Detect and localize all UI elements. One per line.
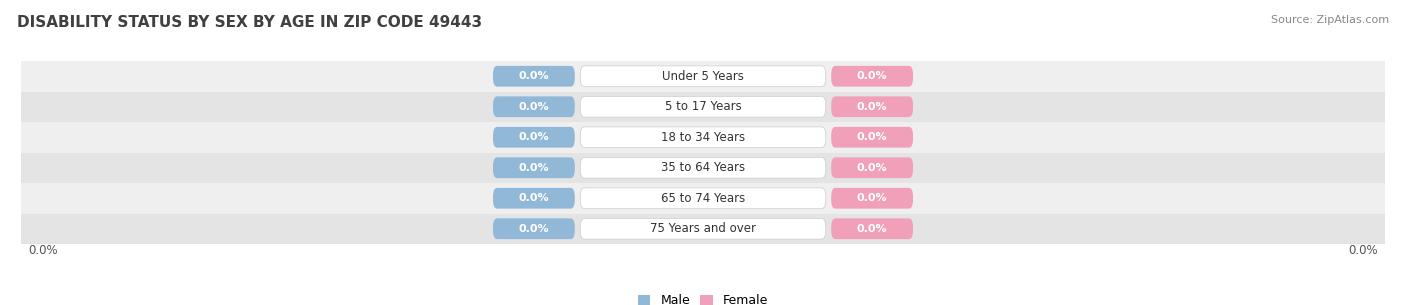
Text: 18 to 34 Years: 18 to 34 Years [661,131,745,144]
Bar [21,183,1385,214]
Text: 0.0%: 0.0% [856,71,887,81]
FancyBboxPatch shape [831,66,912,87]
Text: 35 to 64 Years: 35 to 64 Years [661,161,745,174]
FancyBboxPatch shape [581,127,825,148]
Bar [21,61,1385,92]
Text: DISABILITY STATUS BY SEX BY AGE IN ZIP CODE 49443: DISABILITY STATUS BY SEX BY AGE IN ZIP C… [17,15,482,30]
FancyBboxPatch shape [494,188,575,209]
Text: 5 to 17 Years: 5 to 17 Years [665,100,741,113]
FancyBboxPatch shape [581,66,825,87]
FancyBboxPatch shape [831,96,912,117]
Legend: Male, Female: Male, Female [638,294,768,305]
FancyBboxPatch shape [831,218,912,239]
FancyBboxPatch shape [494,157,575,178]
Bar [21,152,1385,183]
Text: 0.0%: 0.0% [856,193,887,203]
Text: 0.0%: 0.0% [519,224,550,234]
Text: Under 5 Years: Under 5 Years [662,70,744,83]
FancyBboxPatch shape [831,127,912,148]
Text: 0.0%: 0.0% [856,163,887,173]
Text: 0.0%: 0.0% [519,132,550,142]
FancyBboxPatch shape [831,157,912,178]
FancyBboxPatch shape [581,96,825,117]
Text: 0.0%: 0.0% [519,163,550,173]
FancyBboxPatch shape [494,127,575,148]
Text: 0.0%: 0.0% [856,102,887,112]
FancyBboxPatch shape [494,218,575,239]
Text: 0.0%: 0.0% [856,132,887,142]
FancyBboxPatch shape [581,157,825,178]
FancyBboxPatch shape [831,188,912,209]
Text: 0.0%: 0.0% [519,71,550,81]
Text: 0.0%: 0.0% [519,193,550,203]
FancyBboxPatch shape [494,96,575,117]
Bar [21,122,1385,152]
FancyBboxPatch shape [581,218,825,239]
Text: 0.0%: 0.0% [1348,244,1378,257]
Bar [21,214,1385,244]
Text: 65 to 74 Years: 65 to 74 Years [661,192,745,205]
Text: 0.0%: 0.0% [856,224,887,234]
Bar [21,92,1385,122]
Text: Source: ZipAtlas.com: Source: ZipAtlas.com [1271,15,1389,25]
Text: 0.0%: 0.0% [28,244,58,257]
Text: 0.0%: 0.0% [519,102,550,112]
FancyBboxPatch shape [494,66,575,87]
Text: 75 Years and over: 75 Years and over [650,222,756,235]
FancyBboxPatch shape [581,188,825,209]
